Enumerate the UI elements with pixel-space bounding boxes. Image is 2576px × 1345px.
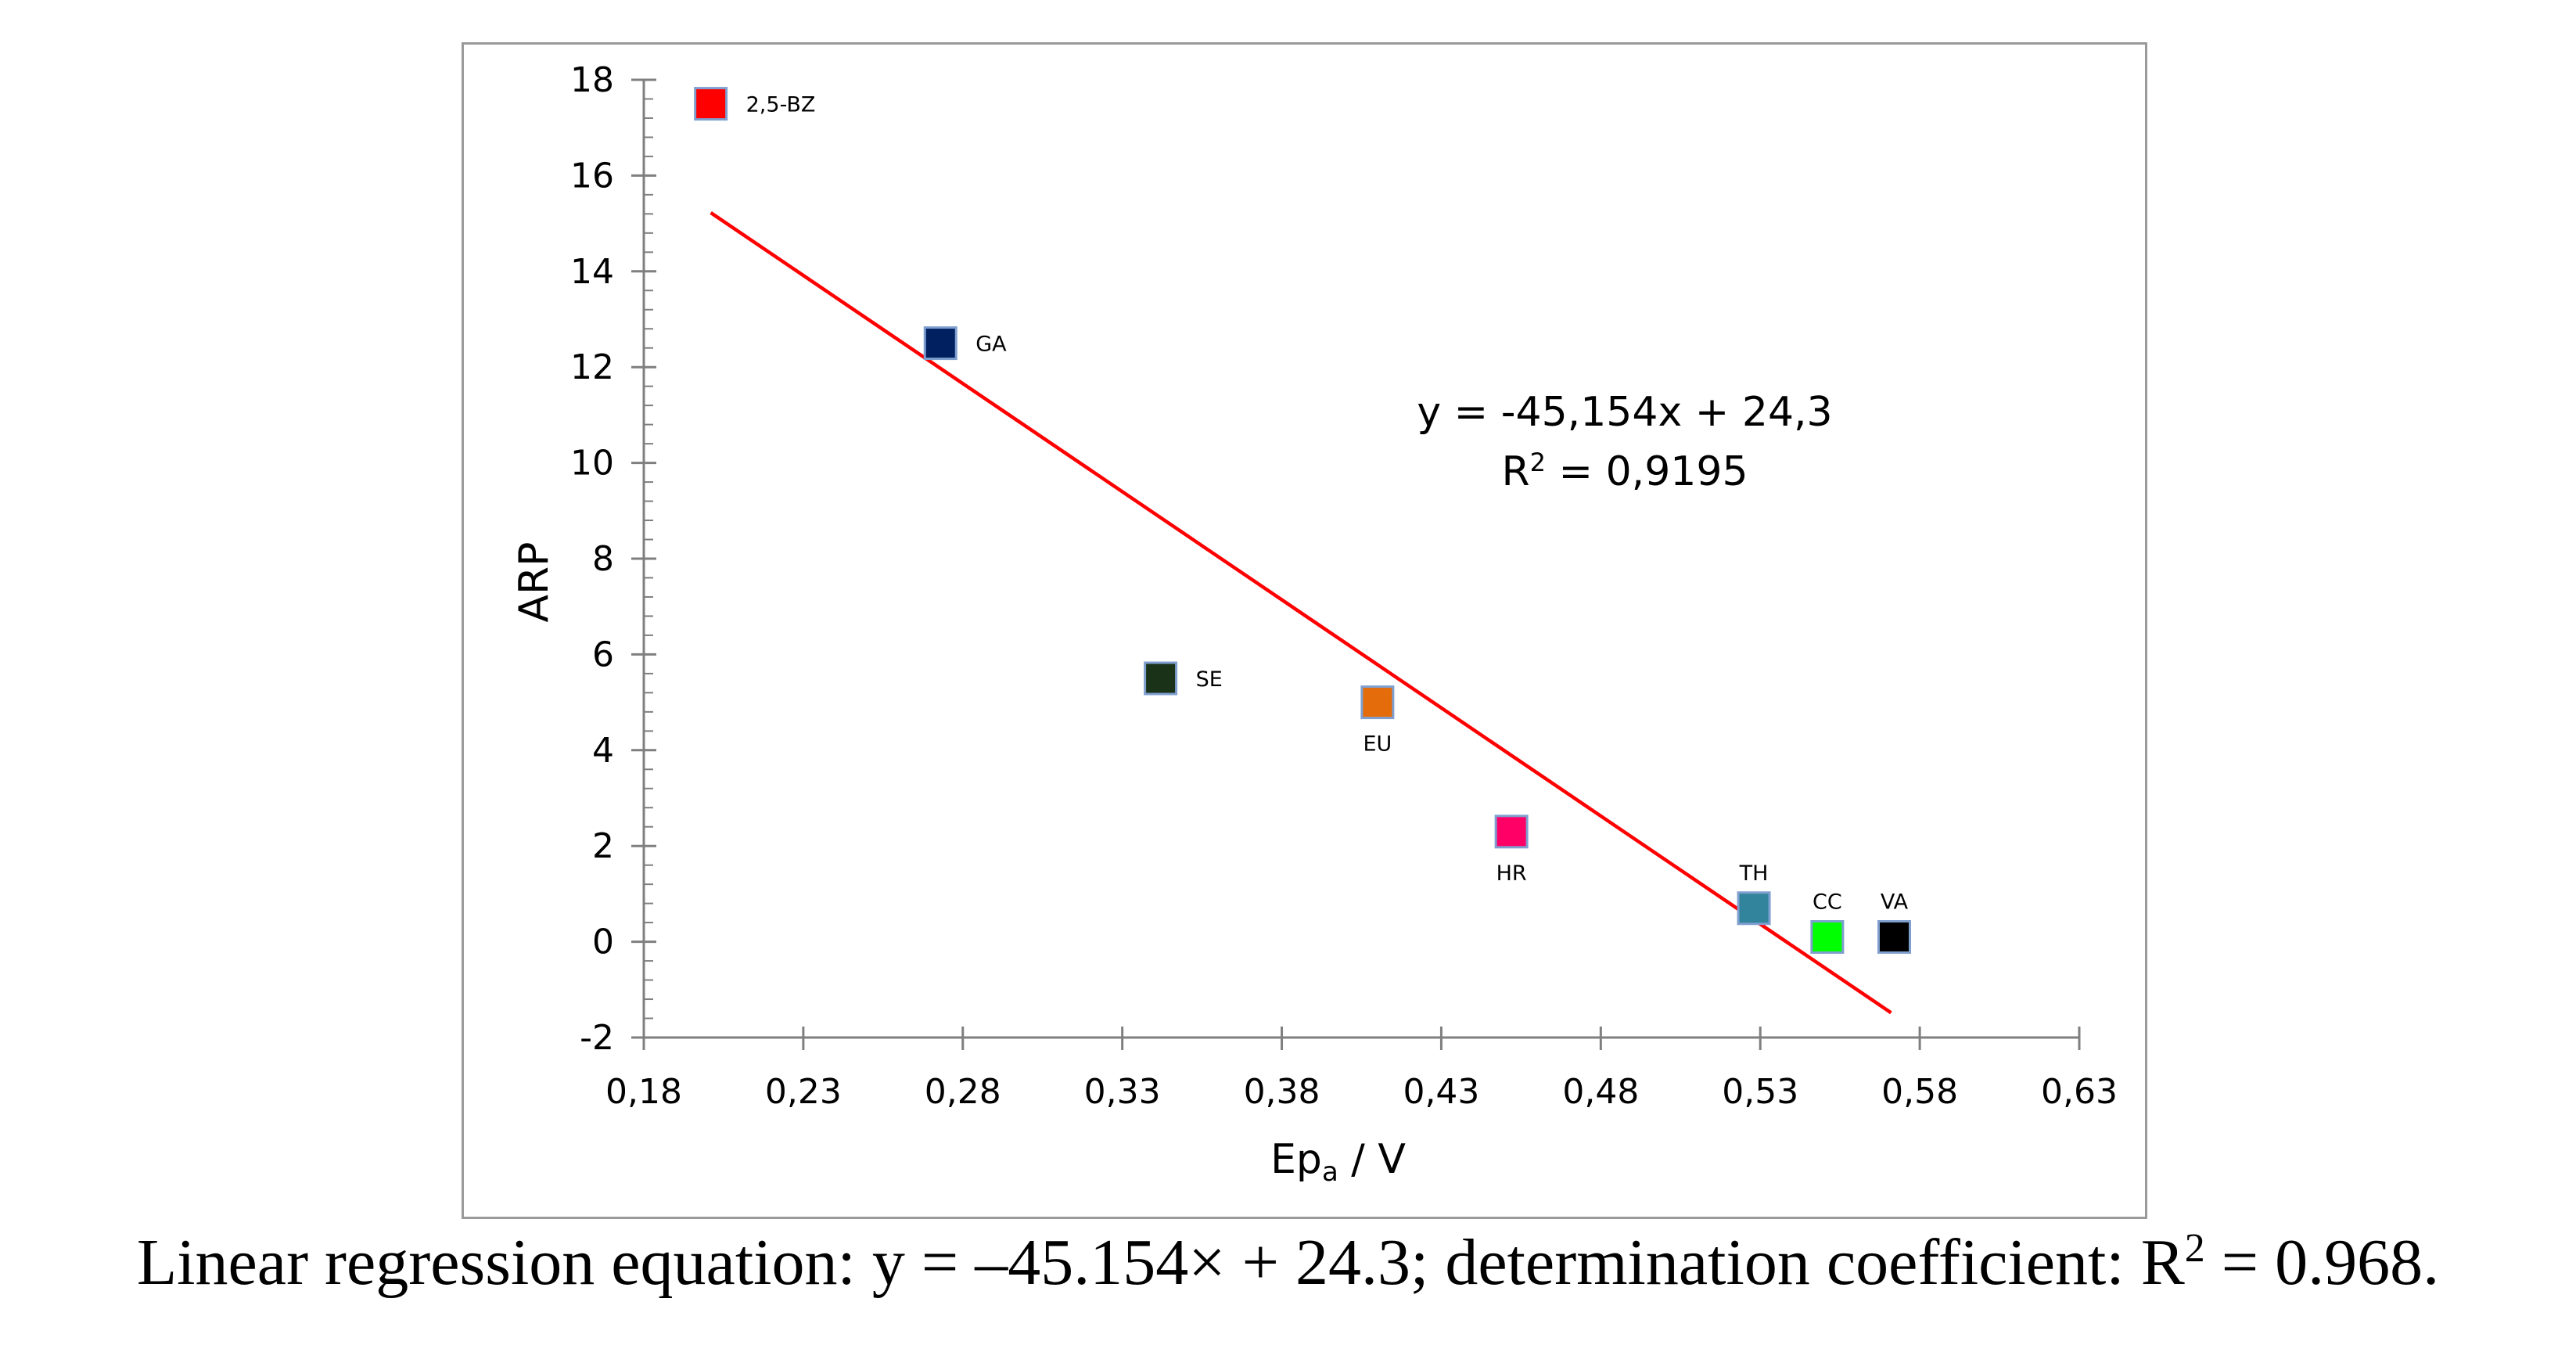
y-tick-label: 18 (570, 60, 614, 100)
caption-main: Linear regression equation: y = –45.154×… (136, 1226, 2185, 1299)
data-point-label: VA (1881, 890, 1909, 914)
data-point-marker (1494, 815, 1529, 849)
y-tick-label: 14 (570, 252, 614, 292)
y-tick-label: 4 (592, 731, 614, 771)
y-tick-label: 10 (570, 444, 614, 484)
y-axis-title: ARP (511, 541, 558, 622)
x-tick-label: 0,48 (1562, 1072, 1639, 1112)
y-tick-label: 8 (592, 539, 614, 579)
data-point-marker (923, 326, 957, 361)
data-point-label: HR (1496, 861, 1527, 886)
x-tick-label: 0,33 (1084, 1072, 1161, 1112)
chart-frame: -2 0 2 4 6 8 10 12 14 16 18 0,18 0,23 0,28 0,33 0,38 0,4… (462, 42, 2147, 1219)
y-tick-label: 2 (592, 826, 614, 866)
x-tick-label: 0,23 (765, 1072, 842, 1112)
data-point-label: SE (1196, 667, 1223, 692)
regression-equation: y = -45,154x + 24,3 (1417, 389, 1832, 436)
data-point-marker (1877, 919, 1911, 954)
data-point-marker (694, 87, 728, 121)
data-point-label: CC (1813, 890, 1842, 914)
y-tick-label: 16 (570, 156, 614, 196)
data-point-label: EU (1363, 732, 1392, 757)
caption-superscript: 2 (2184, 1226, 2205, 1271)
data-point-label: 2,5-BZ (746, 93, 816, 117)
x-tick-label: 0,43 (1403, 1072, 1479, 1112)
y-tick-label: -2 (580, 1018, 614, 1058)
y-tick-label: 12 (570, 347, 614, 387)
x-axis-title: Epa / V (1270, 1136, 1406, 1188)
x-tick-label: 0,63 (2041, 1072, 2118, 1112)
x-tick-label: 0,58 (1881, 1072, 1958, 1112)
caption-tail: = 0.968. (2204, 1226, 2440, 1299)
regression-line (710, 211, 1892, 1015)
data-point-marker (1737, 891, 1771, 926)
x-tick-label: 0,38 (1244, 1072, 1320, 1112)
scatter-plot: -2 0 2 4 6 8 10 12 14 16 18 0,18 0,23 0,28 0,33 0,38 0,4… (511, 60, 2118, 1188)
data-point-label: GA (975, 333, 1007, 357)
data-point-marker (1360, 685, 1395, 720)
data-point-label: TH (1739, 861, 1769, 886)
y-tick-label: 0 (592, 922, 614, 962)
x-tick-label: 0,28 (925, 1072, 1001, 1112)
figure-caption: Linear regression equation: y = –45.154×… (0, 1225, 2576, 1300)
x-tick-label: 0,53 (1722, 1072, 1798, 1112)
y-tick-label: 6 (592, 635, 614, 674)
x-tick-label: 0,18 (605, 1072, 682, 1112)
data-point-marker (1144, 661, 1178, 696)
r-squared-annotation: R2 = 0,9195 (1501, 448, 1748, 495)
data-point-marker (1810, 919, 1845, 954)
